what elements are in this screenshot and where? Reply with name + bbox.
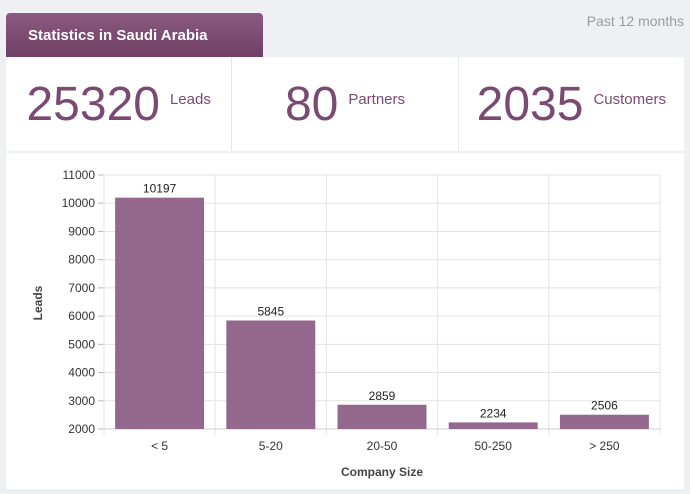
y-tick-label: 2000 xyxy=(68,422,95,436)
stat-leads-value: 25320 xyxy=(26,77,160,131)
bar-value-label: 2234 xyxy=(480,406,507,420)
stat-partners-value: 80 xyxy=(284,77,339,131)
x-tick-label: > 250 xyxy=(589,439,620,453)
period-label: Past 12 months xyxy=(586,13,684,29)
y-tick-label: 9000 xyxy=(68,224,95,238)
stat-leads-label: Leads xyxy=(169,90,211,108)
stat-customers-value: 2035 xyxy=(476,77,584,131)
y-tick-label: 11000 xyxy=(63,168,96,182)
bar-value-labels: 10197 5845 2859 2234 2506 xyxy=(143,182,618,421)
x-tick-label: < 5 xyxy=(151,439,168,453)
bar-value-label: 10197 xyxy=(143,182,177,196)
leads-chart: 2000 3000 4000 5000 6000 7000 8000 9000 10000 110… xyxy=(6,153,684,489)
bar[interactable] xyxy=(337,404,427,429)
bar-value-label: 2506 xyxy=(591,399,618,413)
bar[interactable] xyxy=(559,414,649,429)
x-axis-ticks: < 5 5-20 20-50 50-250 > 250 xyxy=(151,439,620,453)
stats-tab-label: Statistics in Saudi Arabia xyxy=(28,26,208,44)
x-tick-label: 5-20 xyxy=(259,439,283,453)
stat-customers: 2035 Customers xyxy=(459,57,684,151)
y-tick-label: 6000 xyxy=(68,309,95,323)
x-tick-label: 50-250 xyxy=(475,439,513,453)
stat-partners-label: Partners xyxy=(348,90,406,108)
y-tick-label: 7000 xyxy=(68,281,95,295)
y-tick-label: 4000 xyxy=(68,366,95,380)
x-tick-label: 20-50 xyxy=(367,439,398,453)
stats-tab[interactable]: Statistics in Saudi Arabia xyxy=(6,13,263,57)
y-tick-label: 3000 xyxy=(68,394,95,408)
stat-partners: 80 Partners xyxy=(232,57,459,151)
y-axis-label: Leads xyxy=(31,285,45,320)
bar-value-label: 2859 xyxy=(369,389,396,403)
chart-bars xyxy=(115,197,649,429)
stat-customers-label: Customers xyxy=(593,90,666,108)
stat-leads: 25320 Leads xyxy=(6,57,233,151)
bar[interactable] xyxy=(448,422,538,429)
bar-value-label: 5845 xyxy=(257,304,284,318)
y-tick-label: 8000 xyxy=(68,253,95,267)
y-tick-label: 10000 xyxy=(62,196,96,210)
bar[interactable] xyxy=(226,320,316,429)
x-axis-label: Company Size xyxy=(341,465,423,479)
y-tick-label: 5000 xyxy=(68,337,95,351)
stats-summary: 25320 Leads 80 Partners 2035 Customers xyxy=(6,57,684,151)
leads-bar-chart: 2000 3000 4000 5000 6000 7000 8000 9000 10000 110… xyxy=(31,168,661,479)
y-axis-ticks: 2000 3000 4000 5000 6000 7000 8000 9000 10000 110… xyxy=(62,168,96,436)
bar[interactable] xyxy=(115,197,205,429)
